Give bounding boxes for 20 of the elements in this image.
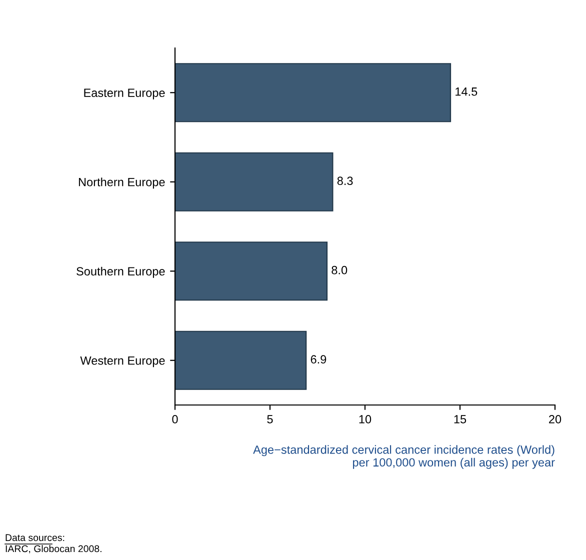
text: Data sources:	[6, 534, 64, 542]
y-tick-label: Eastern Europe	[84, 88, 165, 100]
x-tick-label: 0	[172, 415, 178, 424]
x-tick-label: 10	[359, 415, 372, 424]
bar	[175, 330, 307, 390]
data-label: 8.0	[332, 266, 348, 274]
text: IARC, Globocan 2008.	[6, 545, 102, 554]
x-tick-label: 20	[549, 415, 562, 424]
bar	[175, 242, 328, 301]
y-tick-label: Northern Europe	[78, 178, 165, 189]
data-label: 6.9	[310, 355, 326, 364]
y-tick-label: Southern Europe	[76, 266, 165, 278]
y-tick-label: Western Europe	[80, 356, 165, 368]
x-tick-label: 15	[454, 415, 466, 424]
x-tick-label: 5	[267, 415, 273, 424]
data-label: 14.5	[456, 88, 478, 96]
bar	[175, 63, 452, 122]
bar	[175, 152, 334, 212]
data-label: 8.3	[337, 176, 353, 186]
x-axis-title: Age−standardized cervical cancer incidence rates (World) per 100,000 women (all ages) per year	[253, 445, 555, 469]
